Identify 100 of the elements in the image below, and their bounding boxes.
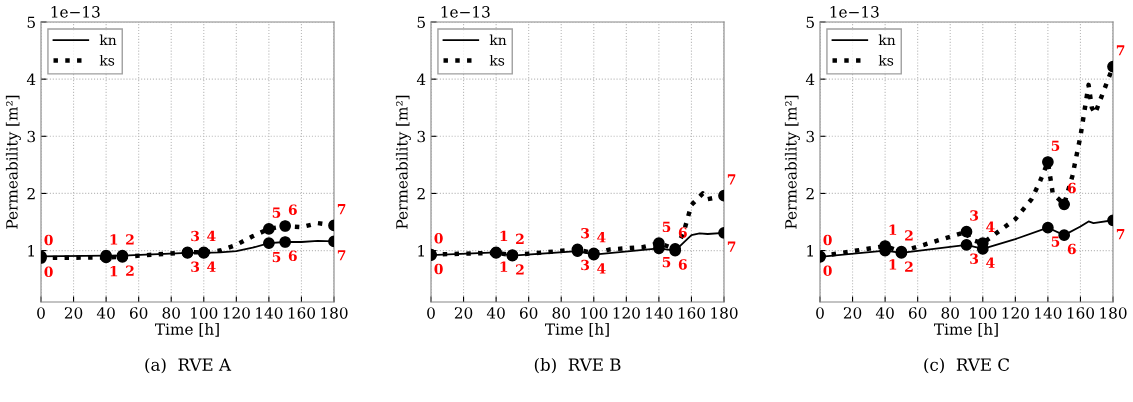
x-tick-label: 120	[223, 307, 250, 319]
annotation: 1	[889, 259, 897, 270]
x-axis-title: Time [h]	[545, 323, 609, 337]
annotation: 3	[970, 210, 979, 221]
annotation: 0	[434, 263, 443, 275]
y-tick-label: 5	[806, 16, 814, 29]
y-axis-title: Permeability [m²]	[784, 95, 800, 229]
annotation: 1	[110, 234, 118, 245]
annotation: 2	[516, 233, 524, 244]
annotation: 6	[1067, 182, 1076, 194]
x-tick-label: 80	[941, 307, 959, 319]
legend-label: kn	[878, 34, 896, 46]
annotation: 6	[288, 250, 297, 262]
y-tick-label: 5	[417, 16, 425, 29]
x-tick-label: 160	[678, 307, 706, 319]
legend-label: ks	[878, 54, 894, 66]
annotation: 7	[337, 204, 346, 215]
x-tick-label: 80	[162, 307, 180, 319]
annotation: 4	[597, 231, 606, 243]
legend-label: ks	[489, 54, 505, 66]
annotation: 7	[727, 174, 736, 185]
annotation: 6	[288, 204, 297, 215]
annotation: 2	[126, 265, 134, 276]
annotation: 4	[597, 263, 606, 274]
annotation: 4	[207, 230, 216, 242]
x-axis-title: Time [h]	[934, 323, 998, 337]
x-tick-label: 140	[646, 307, 673, 319]
x-tick-label: 100	[191, 307, 218, 319]
annotation: 5	[1051, 236, 1060, 247]
legend-label: ks	[99, 54, 115, 66]
annotation: 5	[662, 221, 671, 233]
y-tick-label: 1	[28, 245, 34, 257]
y-tick-label: 2	[417, 187, 425, 200]
x-tick-label: 80	[552, 307, 570, 319]
annotation: 3	[581, 227, 590, 239]
x-tick-label: 60	[908, 307, 927, 319]
y-tick-label: 5	[27, 16, 35, 29]
annotation: 4	[986, 221, 995, 232]
annotation: 1	[500, 261, 508, 272]
annotation: 3	[581, 259, 590, 271]
x-tick-label: 40	[96, 307, 115, 319]
y-axis-title: Permeability [m²]	[395, 95, 411, 229]
text: 1e−13	[51, 6, 100, 18]
x-tick-label: 0	[427, 307, 435, 319]
text: 1e−13	[830, 6, 879, 18]
annotation: 7	[337, 250, 346, 261]
x-tick-label: 20	[454, 307, 473, 319]
y-tick-label: 4	[805, 73, 815, 85]
annotation: 1	[500, 230, 508, 242]
text: (b) RVE B	[534, 358, 621, 374]
annotation: 2	[905, 230, 913, 241]
annotation: 7	[727, 241, 736, 252]
legend-label: kn	[99, 34, 117, 46]
y-tick-label: 3	[417, 130, 426, 143]
y-tick-label: 1	[807, 245, 813, 257]
annotation: 5	[272, 207, 281, 218]
y-tick-label: 4	[416, 73, 426, 85]
x-tick-label: 180	[1100, 307, 1127, 319]
annotation: 3	[970, 253, 979, 264]
x-tick-label: 20	[64, 307, 83, 319]
annotation: 2	[516, 264, 524, 275]
x-tick-label: 60	[129, 307, 148, 319]
annotation: 6	[678, 259, 687, 270]
annotation: 0	[434, 233, 443, 244]
annotation: 0	[823, 234, 832, 246]
x-tick-label: 140	[1035, 307, 1062, 319]
legend-label: kn	[489, 34, 507, 46]
annotation: 0	[44, 234, 53, 246]
x-tick-label: 180	[321, 307, 348, 319]
annotation: 3	[191, 230, 200, 242]
annotation: 2	[126, 234, 134, 245]
y-tick-label: 3	[27, 130, 35, 143]
annotation: 3	[191, 261, 200, 272]
x-tick-label: 20	[843, 307, 862, 319]
annotation: 0	[823, 265, 832, 276]
x-tick-label: 40	[486, 307, 505, 319]
y-tick-label: 2	[806, 187, 814, 200]
annotation: 5	[1051, 140, 1060, 151]
y-tick-label: 1	[418, 245, 424, 257]
x-tick-label: 120	[613, 307, 640, 319]
x-axis-title: Time [h]	[155, 323, 219, 337]
y-tick-label: 2	[27, 187, 35, 200]
x-tick-label: 180	[711, 307, 738, 319]
annotation: 7	[1116, 229, 1125, 240]
annotation: 4	[986, 257, 995, 268]
x-tick-label: 140	[256, 307, 283, 319]
annotation: 1	[110, 266, 118, 277]
x-tick-label: 160	[288, 307, 316, 319]
text: (a) RVE A	[145, 358, 232, 374]
x-tick-label: 120	[1002, 307, 1029, 319]
annotation: 0	[44, 266, 53, 278]
x-tick-label: 0	[816, 307, 824, 319]
annotation: 6	[1067, 243, 1076, 255]
annotation: 7	[1116, 45, 1125, 56]
y-tick-label: 3	[806, 130, 815, 143]
y-tick-label: 4	[26, 73, 36, 85]
x-tick-label: 100	[970, 307, 997, 319]
x-tick-label: 0	[37, 307, 45, 319]
x-tick-label: 100	[581, 307, 608, 319]
text: 1e−13	[441, 6, 490, 18]
